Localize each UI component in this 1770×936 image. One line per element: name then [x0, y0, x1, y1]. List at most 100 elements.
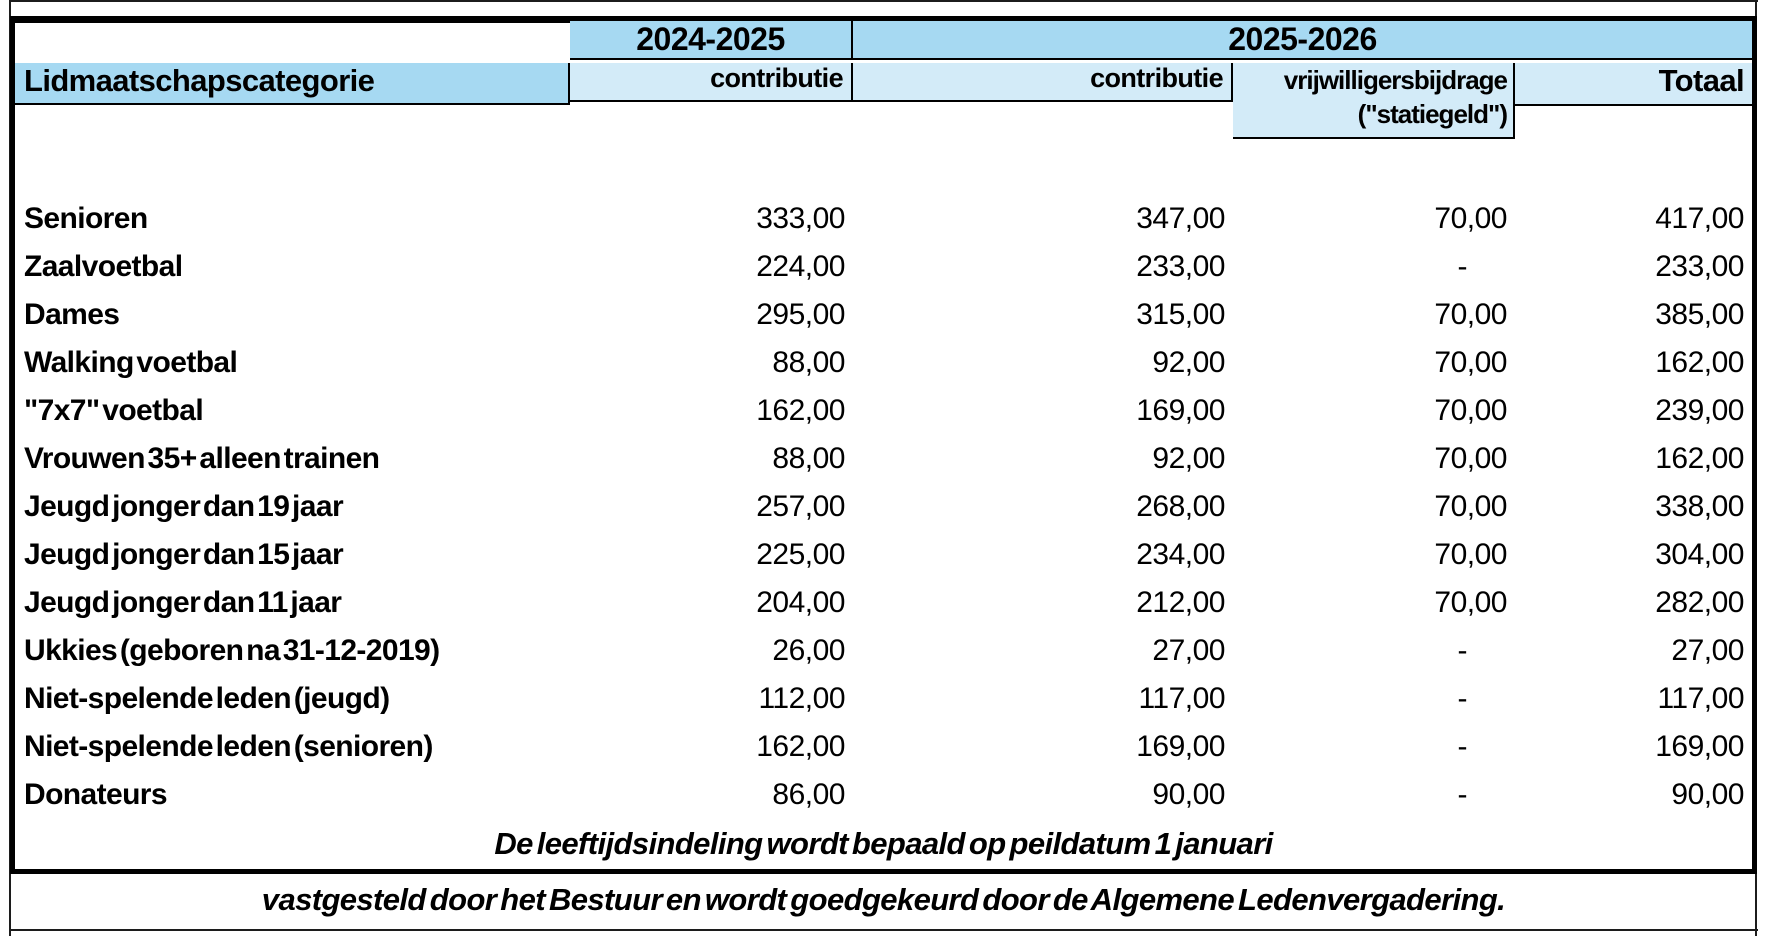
table-row: Niet-spelende leden (jeugd) 112,00 117,0…	[15, 675, 1752, 723]
vrijwilligersbijdrage-cell: 70,00	[1434, 490, 1507, 523]
category-cell: Niet-spelende leden (jeugd)	[24, 682, 390, 715]
approval-note: vastgesteld door het Bestuur en wordt go…	[261, 882, 1506, 917]
vrijwilligersbijdrage-cell: 70,00	[1434, 346, 1507, 379]
contributie-2024-cell: 224,00	[756, 250, 845, 283]
category-column-header: Lidmaatschapscategorie	[15, 63, 570, 105]
vrijwilligersbijdrage-cell: -	[1233, 778, 1515, 812]
vrijwilligersbijdrage-cell: -	[1233, 634, 1515, 668]
category-cell: Jeugd jonger dan 11 jaar	[24, 586, 342, 619]
vrijwilligersbijdrage-cell: 70,00	[1434, 586, 1507, 619]
contributie-2024-cell: 295,00	[756, 298, 845, 331]
table-row: Senioren 333,00 347,00 70,00 417,00	[15, 195, 1752, 243]
table-row: Donateurs 86,00 90,00 - 90,00	[15, 771, 1752, 819]
contributie-2025-cell: 315,00	[1136, 298, 1225, 331]
totaal-column-header: Totaal	[1515, 63, 1752, 106]
table-row: Dames 295,00 315,00 70,00 385,00	[15, 291, 1752, 339]
totaal-cell: 90,00	[1671, 778, 1744, 811]
table-row: "7x7" voetbal 162,00 169,00 70,00 239,00	[15, 387, 1752, 435]
vrijwilligersbijdrage-cell: -	[1233, 730, 1515, 764]
vrijwilligersbijdrage-line1: vrijwilligersbijdrage	[1283, 65, 1508, 95]
table-row: Jeugd jonger dan 11 jaar 204,00 212,00 7…	[15, 579, 1752, 627]
vrijwilligersbijdrage-cell: 70,00	[1434, 442, 1507, 475]
table-header-years: 2024-2025 2025-2026	[15, 21, 1752, 63]
contributie-2025-cell: 27,00	[1152, 634, 1225, 667]
contributie-2025-cell: 234,00	[1136, 538, 1225, 571]
dash-value: -	[1457, 730, 1468, 763]
category-cell: Vrouwen 35+ alleen trainen	[24, 442, 380, 475]
category-cell: Jeugd jonger dan 15 jaar	[24, 538, 344, 571]
age-determination-note: De leeftijdsindeling wordt bepaald op pe…	[494, 826, 1273, 861]
page-border-top	[9, 0, 1758, 2]
totaal-cell: 169,00	[1655, 730, 1744, 763]
category-cell: Ukkies (geboren na 31-12-2019)	[24, 634, 440, 667]
contributie-2024-cell: 333,00	[756, 202, 845, 235]
category-cell: Dames	[24, 298, 120, 331]
table-row: Walking voetbal 88,00 92,00 70,00 162,00	[15, 339, 1752, 387]
dash-value: -	[1457, 634, 1468, 667]
vrijwilligersbijdrage-cell: 70,00	[1434, 298, 1507, 331]
totaal-cell: 117,00	[1657, 682, 1744, 715]
totaal-cell: 304,00	[1655, 538, 1744, 571]
contributie-2024-cell: 26,00	[772, 634, 845, 667]
totaal-cell: 417,00	[1655, 202, 1744, 235]
contributie-2025-cell: 169,00	[1136, 730, 1225, 763]
contributie-2024-cell: 162,00	[756, 394, 845, 427]
page-border-bottom	[9, 929, 1758, 931]
vrijwilligersbijdrage-cell: -	[1233, 682, 1515, 716]
dash-value: -	[1457, 682, 1468, 715]
contributie-2024-cell: 112,00	[758, 682, 845, 715]
totaal-cell: 162,00	[1655, 346, 1744, 379]
category-cell: Niet-spelende leden (senioren)	[24, 730, 433, 763]
category-cell: Donateurs	[24, 778, 168, 811]
contributie-2024-cell: 86,00	[772, 778, 845, 811]
contributie-2025-cell: 117,00	[1138, 682, 1225, 715]
category-cell: "7x7" voetbal	[24, 394, 204, 427]
totaal-cell: 338,00	[1655, 490, 1744, 523]
totaal-cell: 162,00	[1655, 442, 1744, 475]
season-2025-2026-label: 2025-2026	[1228, 21, 1377, 57]
dash-value: -	[1457, 778, 1468, 811]
vrijwilligersbijdrage-cell: -	[1233, 250, 1515, 284]
table-body: Senioren 333,00 347,00 70,00 417,00 Zaal…	[15, 149, 1752, 869]
category-cell: Jeugd jonger dan 19 jaar	[24, 490, 344, 523]
category-cell: Walking voetbal	[24, 346, 238, 379]
empty-corner-cell	[15, 21, 570, 23]
contributie-2024-cell: 257,00	[756, 490, 845, 523]
dash-value: -	[1457, 250, 1468, 283]
contributie-2024-cell: 88,00	[772, 442, 845, 475]
totaal-cell: 27,00	[1671, 634, 1744, 667]
contributie-2024-column-header: contributie	[570, 63, 853, 102]
contributie-2025-cell: 268,00	[1136, 490, 1225, 523]
season-2024-2025-label: 2024-2025	[636, 21, 785, 57]
vrijwilligersbijdrage-label: vrijwilligersbijdrage ("statiegeld")	[1283, 63, 1508, 131]
contributie-2025-cell: 92,00	[1152, 442, 1225, 475]
season-2024-2025-header: 2024-2025	[570, 21, 853, 60]
table-row: Zaalvoetbal 224,00 233,00 - 233,00	[15, 243, 1752, 291]
table-row: Vrouwen 35+ alleen trainen 88,00 92,00 7…	[15, 435, 1752, 483]
vrijwilligersbijdrage-cell: 70,00	[1434, 394, 1507, 427]
contributie-2024-cell: 225,00	[756, 538, 845, 571]
contributie-2024-cell: 162,00	[756, 730, 845, 763]
table-header-columns: Lidmaatschapscategorie contributie contr…	[15, 63, 1752, 149]
contributie-2025-column-header: contributie	[853, 63, 1233, 102]
table-row: Jeugd jonger dan 15 jaar 225,00 234,00 7…	[15, 531, 1752, 579]
table-row: Jeugd jonger dan 19 jaar 257,00 268,00 7…	[15, 483, 1752, 531]
vrijwilligersbijdrage-line2: ("statiegeld")	[1357, 99, 1508, 129]
totaal-cell: 282,00	[1655, 586, 1744, 619]
contributie-2025-cell: 90,00	[1152, 778, 1225, 811]
vrijwilligersbijdrage-column-header: vrijwilligersbijdrage ("statiegeld")	[1233, 63, 1515, 139]
totaal-cell: 239,00	[1655, 394, 1744, 427]
totaal-cell: 385,00	[1655, 298, 1744, 331]
vrijwilligersbijdrage-cell: 70,00	[1434, 202, 1507, 235]
contribution-table: 2024-2025 2025-2026 Lidmaatschapscategor…	[10, 16, 1757, 874]
table-row: Ukkies (geboren na 31-12-2019) 26,00 27,…	[15, 627, 1752, 675]
contributie-2025-cell: 92,00	[1152, 346, 1225, 379]
contributie-2024-cell: 88,00	[772, 346, 845, 379]
contributie-2024-cell: 204,00	[756, 586, 845, 619]
contributie-2025-cell: 347,00	[1136, 202, 1225, 235]
category-cell: Zaalvoetbal	[24, 250, 183, 283]
table-row: Niet-spelende leden (senioren) 162,00 16…	[15, 723, 1752, 771]
contributie-2025-cell: 169,00	[1136, 394, 1225, 427]
vrijwilligersbijdrage-cell: 70,00	[1434, 538, 1507, 571]
